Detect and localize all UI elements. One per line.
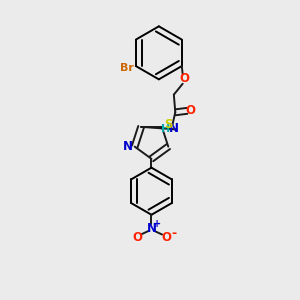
Text: O: O: [186, 104, 196, 117]
Text: N: N: [123, 140, 133, 153]
Text: O: O: [161, 231, 171, 244]
Text: +: +: [153, 219, 161, 229]
Text: Br: Br: [120, 63, 134, 74]
Text: -: -: [171, 227, 176, 240]
Text: O: O: [179, 72, 189, 85]
Text: N: N: [146, 221, 157, 235]
Text: O: O: [132, 231, 142, 244]
Text: S: S: [164, 118, 172, 131]
Text: H: H: [161, 124, 170, 134]
Text: N: N: [169, 122, 179, 135]
